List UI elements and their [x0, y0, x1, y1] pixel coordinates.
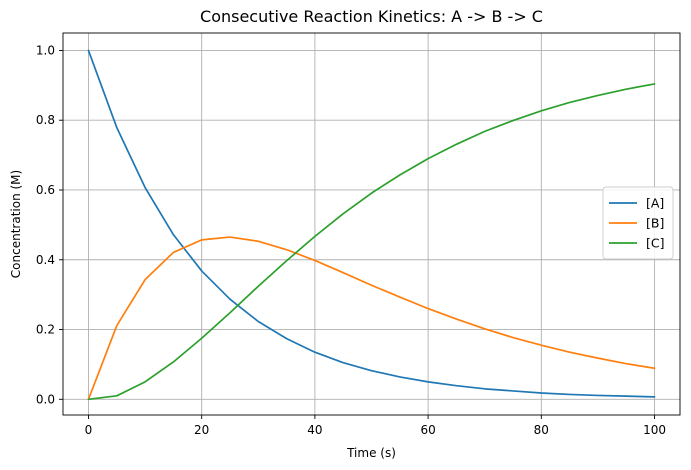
- y-tick-label: 0.6: [36, 183, 55, 197]
- series-line-a: [87, 49, 656, 398]
- y-axis-ticks: 0.0 0.2 0.4 0.6 0.8 1.0: [36, 43, 63, 406]
- legend-label-c: [C]: [646, 236, 664, 251]
- x-tick-label: 0: [85, 423, 93, 437]
- x-tick-label: 60: [420, 423, 435, 437]
- series-layer: [87, 49, 656, 401]
- legend-label-b: [B]: [646, 216, 664, 231]
- series-line-b: [87, 236, 656, 401]
- y-tick-label: 0.4: [36, 253, 55, 267]
- x-tick-label: 20: [194, 423, 209, 437]
- legend: [A] [B] [C]: [602, 186, 674, 260]
- y-tick-label: 0.2: [36, 323, 55, 337]
- plot-frame: [62, 32, 681, 416]
- y-axis-label: Concentration (M): [9, 170, 23, 278]
- chart-title: Consecutive Reaction Kinetics: A -> B ->…: [200, 7, 543, 26]
- x-tick-label: 100: [643, 423, 666, 437]
- y-tick-label: 1.0: [36, 43, 55, 57]
- grid: [63, 33, 680, 415]
- series-line-c: [87, 83, 656, 401]
- x-tick-label: 40: [307, 423, 322, 437]
- legend-label-a: [A]: [646, 196, 664, 211]
- x-axis-ticks: 0 20 40 60 80 100: [85, 415, 666, 437]
- x-tick-label: 80: [534, 423, 549, 437]
- y-tick-label: 0.8: [36, 113, 55, 127]
- legend-box: [602, 186, 674, 260]
- y-tick-label: 0.0: [36, 392, 55, 406]
- x-axis-label: Time (s): [346, 446, 396, 460]
